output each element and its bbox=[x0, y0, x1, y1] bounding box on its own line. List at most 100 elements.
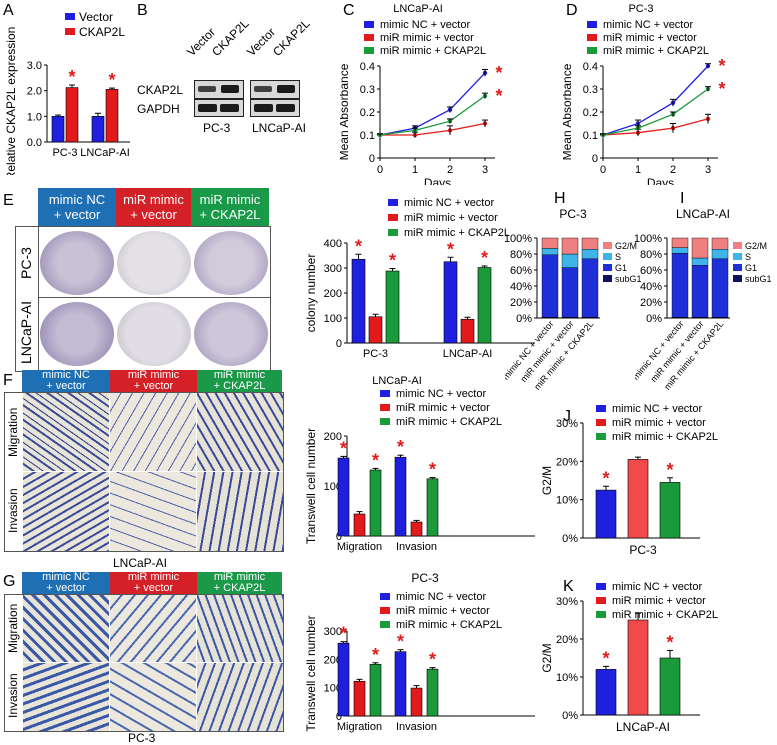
panel-label-i: I bbox=[680, 190, 685, 207]
chart-f-bar bbox=[369, 469, 382, 537]
g-image-invasion-ck bbox=[197, 663, 283, 731]
chart-k-bar bbox=[595, 669, 617, 716]
chart-c-xtick-label: 0 bbox=[377, 164, 383, 176]
chart-a-bar bbox=[91, 116, 105, 143]
chart-c-series-line bbox=[380, 122, 486, 136]
chart-f-legend-swatch bbox=[380, 404, 390, 411]
g-image-migration-ck bbox=[197, 595, 283, 662]
chart-f-significance-star: * bbox=[372, 450, 379, 470]
chart-i-stack-segment bbox=[671, 253, 689, 318]
chart-g-category-label: Invasion bbox=[396, 721, 437, 733]
chart-a-ytick-label: 2.0 bbox=[27, 86, 42, 98]
chart-i-stack-segment bbox=[711, 237, 729, 250]
chart-e-bar bbox=[385, 270, 400, 344]
chart-h-legend-label: subG1 bbox=[615, 274, 642, 284]
chart-k-legend-label: mimic NC + vector bbox=[612, 581, 702, 593]
chart-i-ytick-label: 100% bbox=[635, 233, 662, 245]
chart-c-ylabel: Mean Absorbance bbox=[340, 63, 351, 160]
chart-g-significance-star: * bbox=[397, 632, 404, 652]
chart-h-stack-segment bbox=[581, 237, 599, 250]
header-mir-line1: miR mimic bbox=[123, 192, 184, 207]
chart-j-significance-star: * bbox=[666, 460, 673, 480]
chart-c-legend-swatch bbox=[364, 34, 374, 41]
chart-j-legend-label: mimic NC + vector bbox=[612, 403, 702, 415]
f-header-mir-line1: miR mimic bbox=[127, 369, 180, 381]
header-mir-ckap2l: miR mimic + CKAP2L bbox=[191, 188, 269, 226]
chart-f-title: LNCaP-AI bbox=[372, 375, 422, 387]
chart-a-significance-star: * bbox=[108, 70, 115, 90]
chart-i-ytick-label: 0% bbox=[646, 313, 662, 325]
chart-d-ytick-label: 0.2 bbox=[583, 107, 598, 119]
chart-a-ytick-label: 3.0 bbox=[27, 60, 42, 72]
chart-e-bar bbox=[443, 261, 458, 344]
colony-dish-lncap-ck bbox=[194, 302, 268, 366]
chart-e-significance-star: * bbox=[355, 236, 362, 256]
chart-c-legend-label: miR mimic + CKAP2L bbox=[380, 45, 486, 57]
chart-j-ytick-label: 10% bbox=[556, 495, 578, 507]
panel-label-a: A bbox=[3, 2, 14, 19]
chart-g-significance-star: * bbox=[429, 650, 436, 670]
chart-h-title: PC-3 bbox=[559, 207, 587, 221]
chart-a-bar bbox=[51, 116, 65, 143]
chart-e-legend-swatch bbox=[388, 199, 398, 206]
chart-d-legend-swatch bbox=[587, 34, 597, 41]
chart-h-stack-segment bbox=[581, 249, 599, 260]
chart-i-legend-swatch bbox=[733, 264, 742, 271]
blot-lane-ckap2l-lncap: CKAP2L bbox=[270, 16, 313, 59]
chart-g-bar bbox=[353, 680, 366, 717]
g-image-invasion-mir bbox=[110, 663, 196, 731]
chart-j-bar bbox=[659, 482, 681, 539]
chart-i-stack-segment bbox=[711, 258, 729, 318]
chart-g-bar bbox=[426, 668, 439, 717]
chart-e-bar bbox=[460, 318, 475, 344]
chart-d-xtick-label: 3 bbox=[705, 164, 711, 176]
chart-g-legend-swatch bbox=[380, 593, 390, 600]
f-header-mir-mimic: miR mimic + vector bbox=[110, 370, 197, 392]
chart-f-legend-label: mimic NC + vector bbox=[396, 388, 486, 400]
chart-h-stack-segment bbox=[581, 258, 599, 318]
chart-c-legend-label: mimic NC + vector bbox=[380, 19, 470, 31]
chart-k-legend-swatch bbox=[596, 583, 606, 590]
chart-a-ytick-label: 0.0 bbox=[27, 137, 42, 149]
chart-h-stack-segment bbox=[561, 267, 579, 318]
chart-f-significance-star: * bbox=[340, 438, 347, 458]
chart-c-ytick-label: 0.2 bbox=[360, 107, 375, 119]
chart-g-title: PC-3 bbox=[411, 571, 439, 585]
chart-k-xlabel: LNCaP-AI bbox=[616, 720, 670, 734]
chart-k-legend-label: miR mimic + vector bbox=[612, 595, 706, 607]
f-image-migration-ck bbox=[197, 393, 283, 471]
chart-f-ylabel: Transwell cell number bbox=[304, 428, 318, 544]
chart-d-legend-label: miR mimic + vector bbox=[603, 32, 697, 44]
blot-row-gapdh: GAPDH bbox=[137, 102, 180, 116]
chart-j-ytick-label: 20% bbox=[556, 456, 578, 468]
panel-label-d: D bbox=[566, 2, 578, 19]
chart-k-ylabel: G2/M bbox=[540, 643, 554, 672]
chart-a-ylabel: Relative CKAP2L expression bbox=[4, 27, 18, 175]
panel-label-k: K bbox=[563, 578, 574, 595]
chart-f-significance-star: * bbox=[429, 460, 436, 480]
chart-e-ytick-label: 0 bbox=[336, 338, 342, 350]
chart-h-ytick-label: 20% bbox=[510, 297, 532, 309]
chart-g-bar bbox=[394, 651, 407, 717]
chart-k-legend-swatch bbox=[596, 597, 606, 604]
g-header-nc-line1: mimic NC bbox=[42, 571, 90, 583]
g-header-mir-line1: miR mimic bbox=[127, 571, 180, 583]
chart-h-stack-segment bbox=[541, 254, 559, 318]
blot-lane-vector-lncap: Vector bbox=[244, 25, 279, 59]
chart-f-bar bbox=[337, 457, 350, 537]
chart-i-legend-swatch bbox=[733, 275, 742, 282]
chart-e-ytick-label: 300 bbox=[324, 263, 342, 275]
chart-k-bar bbox=[627, 619, 649, 716]
chart-i-ytick-label: 40% bbox=[640, 281, 662, 293]
chart-h-ytick-label: 60% bbox=[510, 265, 532, 277]
chart-c-xlabel: Days bbox=[424, 176, 451, 185]
chart-j-significance-star: * bbox=[602, 468, 609, 488]
chart-f-legend-swatch bbox=[380, 418, 390, 425]
chart-k-ytick-label: 30% bbox=[556, 596, 578, 608]
chart-f-bar bbox=[410, 521, 423, 537]
panel-label-c: C bbox=[343, 2, 355, 19]
blot-band-gapdh-pc3 bbox=[194, 99, 244, 117]
chart-h-ytick-label: 0% bbox=[516, 313, 532, 325]
chart-k-significance-star: * bbox=[666, 632, 673, 652]
